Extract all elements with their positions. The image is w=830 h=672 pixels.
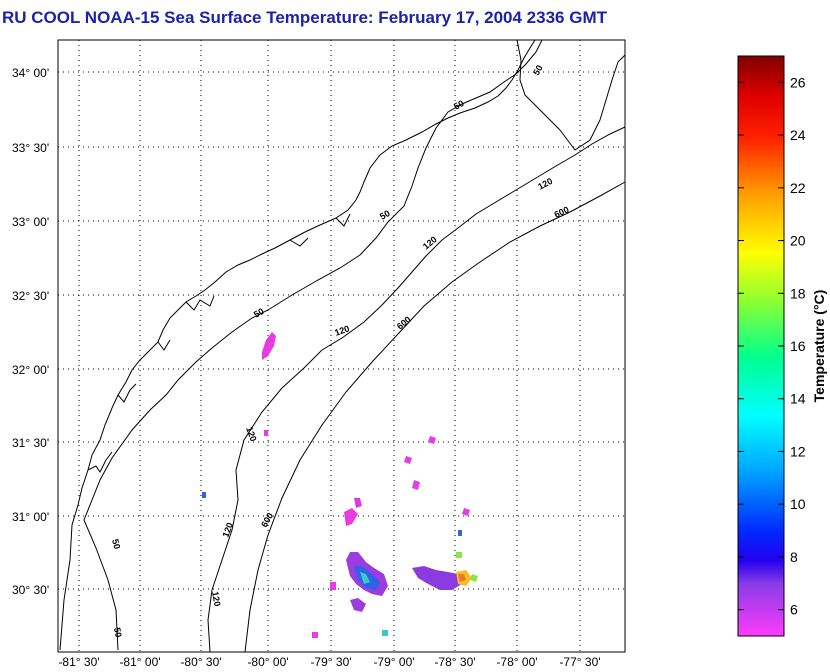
grid [58, 40, 625, 652]
coastline-sound [516, 39, 626, 151]
sst-patch-scatter [428, 436, 436, 444]
isobath-label-120: 120 [210, 591, 222, 608]
lat-label: 34° 00' [12, 66, 49, 80]
lon-label: -78° 30' [434, 655, 475, 669]
colorbar-tick-label: 8 [790, 549, 798, 565]
isobath-label-50: 50 [531, 63, 545, 77]
lon-label: -80° 00' [247, 655, 288, 669]
sst-patch-scatter [462, 508, 470, 516]
lon-label: -78° 00' [496, 655, 537, 669]
colorbar-tick-label: 16 [790, 338, 806, 354]
sst-patch-east [412, 566, 462, 590]
lon-label: -79° 00' [373, 655, 414, 669]
sst-patch-scatter [382, 630, 388, 636]
colorbar-label: Temperature (°C) [811, 290, 827, 403]
longitude-labels: -81° 30' -81° 00' -80° 30' -80° 00' -79°… [58, 655, 600, 669]
sst-patch-north [344, 508, 358, 526]
isobath-label-120: 120 [244, 425, 259, 443]
sst-patch-scatter [312, 632, 318, 638]
coastline-inlets [87, 213, 351, 473]
sst-patch-magenta [262, 332, 276, 360]
lat-label: 33° 00' [12, 215, 49, 229]
lat-label: 32° 30' [12, 289, 49, 303]
isobath-label-50: 50 [252, 306, 266, 320]
lat-label: 31° 30' [12, 436, 49, 450]
sst-patch-scatter [330, 582, 336, 590]
colorbar-tick-label: 24 [790, 127, 806, 143]
sst-patch-scatter [458, 530, 462, 536]
colorbar-tick-label: 12 [790, 443, 806, 459]
isobath-label-50: 50 [378, 208, 392, 222]
map-title: RU COOL NOAA-15 Sea Surface Temperature:… [2, 8, 607, 27]
lat-label: 31° 00' [12, 510, 49, 524]
colorbar-tick-label: 10 [790, 496, 806, 512]
colorbar-tick-label: 26 [790, 74, 806, 90]
sst-patch-south [350, 598, 366, 612]
lon-label: -80° 30' [180, 655, 221, 669]
coastline [59, 39, 536, 651]
sst-patch-main-cyan [360, 572, 370, 584]
sst-patch-scatter [404, 456, 412, 464]
colorbar-tick-label: 22 [790, 180, 806, 196]
lat-label: 32° 00' [12, 363, 49, 377]
sst-patch-north2 [354, 498, 362, 508]
sst-patch-scatter [264, 430, 268, 436]
isobath-50 [83, 39, 543, 651]
lat-label: 33° 30' [12, 141, 49, 155]
colorbar-tick-label: 18 [790, 285, 806, 301]
colorbar-ticks: 26 24 22 20 18 16 14 12 10 8 6 [738, 74, 806, 618]
isobath-120 [207, 126, 626, 653]
isobath-label-120: 120 [220, 521, 235, 539]
lon-label: -79° 30' [310, 655, 351, 669]
lon-label: -77° 30' [559, 655, 600, 669]
lat-label: 30° 30' [12, 583, 49, 597]
latitude-labels: 34° 00' 33° 30' 33° 00' 32° 30' 32° 00' … [12, 66, 49, 597]
map-frame [57, 39, 626, 653]
colorbar-tick-label: 20 [790, 233, 806, 249]
isobath-labels: 50 50 50 50 50 50 120 120 120 120 120 12… [110, 63, 570, 638]
isobath-label-50: 50 [112, 627, 124, 639]
lon-label: -81° 00' [119, 655, 160, 669]
sst-patch-scatter [202, 492, 206, 498]
isobath-600 [244, 181, 626, 653]
lon-label: -81° 30' [58, 655, 99, 669]
sst-patch-east-orange [458, 574, 466, 582]
colorbar-tick-label: 6 [790, 602, 798, 618]
colorbar [737, 55, 785, 637]
sst-patch-scatter [456, 552, 462, 558]
isobath-label-50: 50 [452, 98, 466, 112]
isobath-label-50: 50 [110, 538, 122, 550]
sst-patches [202, 332, 478, 638]
isobath-label-120: 120 [333, 323, 351, 338]
colorbar-tick-label: 14 [790, 391, 806, 407]
sst-patch-east-green [470, 574, 478, 582]
sst-patch-scatter [412, 480, 420, 490]
